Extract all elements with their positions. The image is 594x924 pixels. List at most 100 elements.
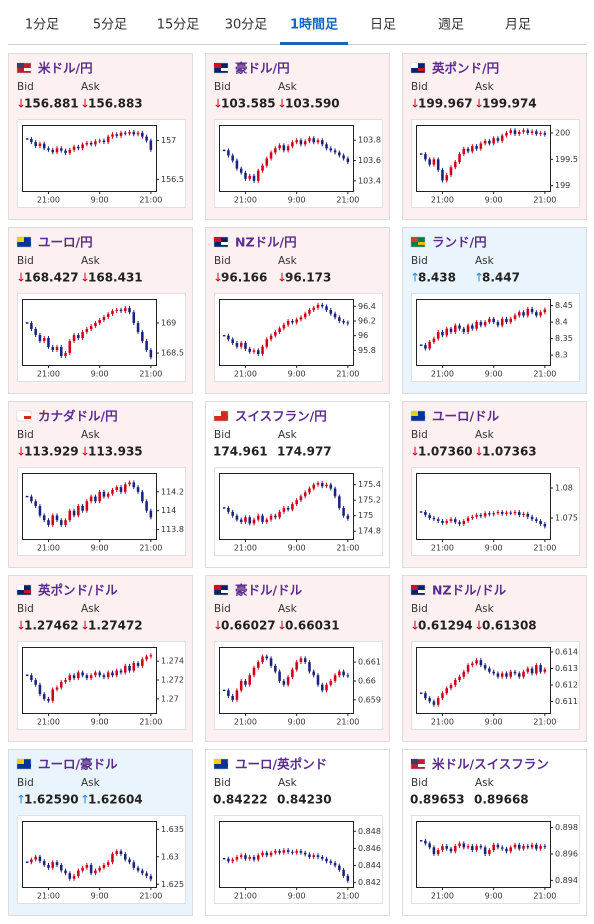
candle (475, 515, 478, 517)
candle (235, 160, 239, 169)
candle (291, 321, 294, 323)
y-tick-label: 156.5 (161, 175, 184, 184)
flag (221, 764, 228, 767)
candle (145, 873, 148, 876)
candle (453, 680, 457, 685)
pair-name: カナダドル/円 (38, 409, 118, 424)
tab[interactable]: 1時間足 (290, 17, 339, 33)
bid-price: 1.62590 (24, 793, 79, 807)
ask-label: Ask (81, 777, 101, 789)
candle (282, 324, 286, 329)
candle (34, 501, 37, 506)
plot-area (22, 473, 157, 540)
rate-tile[interactable]: スイスフラン/円 Bid Ask 174.961 174.977 175.4 175.2 17… (205, 401, 390, 568)
candle (500, 512, 504, 514)
candle (299, 140, 303, 145)
candle (338, 865, 341, 870)
candle (308, 138, 311, 142)
candle (141, 491, 144, 502)
y-tick-label: 1.27 (161, 694, 179, 703)
y-tick-label: 0.614 (555, 647, 578, 656)
y-tick-label: 0.611 (555, 697, 578, 706)
ask-label: Ask (81, 81, 101, 93)
candle (466, 665, 470, 672)
candle (346, 875, 350, 881)
x-tick-label: 9:00 (485, 718, 503, 727)
y-tick-label: 157 (161, 136, 176, 145)
candle (496, 322, 500, 326)
candle (265, 339, 269, 347)
candle (55, 687, 59, 690)
bid-arrow: ↑ (410, 271, 420, 285)
candle (445, 521, 449, 523)
candle (68, 510, 72, 521)
bid-price: 0.61294 (418, 619, 473, 633)
candle (81, 506, 84, 511)
candle (462, 148, 466, 155)
x-tick-label: 21:00 (234, 718, 257, 727)
candle (265, 158, 269, 166)
candle (231, 511, 234, 516)
flag (418, 416, 425, 419)
candle (286, 321, 290, 325)
bid-label: Bid (17, 255, 34, 267)
tab[interactable]: 月足 (505, 18, 531, 33)
candle (513, 512, 517, 514)
candle (136, 663, 140, 666)
candle (526, 513, 530, 517)
candle (539, 521, 542, 524)
candle (55, 862, 59, 865)
candle (295, 140, 298, 143)
candle (55, 148, 59, 153)
candle (462, 521, 466, 524)
candle (128, 859, 131, 863)
ask-price: 96.173 (285, 271, 331, 285)
rate-tile[interactable]: ユーロ/英ポンド Bid Ask 0.84222 0.84230 0.848 0.846 0.… (205, 749, 390, 916)
candle (286, 677, 290, 685)
tab[interactable]: 週足 (438, 18, 464, 33)
candle (325, 306, 328, 310)
x-tick-label: 21:00 (139, 196, 162, 205)
candle (77, 506, 80, 516)
candle (55, 515, 59, 521)
tab[interactable]: 15分足 (157, 18, 200, 33)
ask-price: 0.89668 (474, 793, 529, 807)
candle (123, 308, 127, 311)
candle (106, 672, 110, 678)
y-tick-label: 96 (358, 331, 368, 340)
bid-price: 174.961 (213, 445, 268, 459)
candle (51, 689, 55, 701)
candle (517, 131, 521, 134)
candle (51, 862, 55, 868)
flag (221, 242, 228, 245)
tab[interactable]: 5分足 (93, 18, 127, 33)
candle (526, 846, 530, 848)
candle (530, 516, 534, 520)
candle (329, 148, 333, 151)
x-tick-label: 21:00 (431, 718, 454, 727)
tab[interactable]: 1分足 (25, 18, 59, 33)
pair-name: ランド/円 (432, 235, 487, 250)
ask-price: 0.61308 (482, 619, 537, 633)
y-tick-label: 1.272 (161, 676, 184, 685)
candle (47, 698, 50, 701)
candle (64, 353, 67, 356)
bid-label: Bid (411, 255, 428, 267)
plot-area (22, 299, 157, 366)
tab[interactable]: 日足 (370, 18, 396, 33)
candle (269, 658, 273, 666)
tab[interactable]: 30分足 (225, 18, 268, 33)
